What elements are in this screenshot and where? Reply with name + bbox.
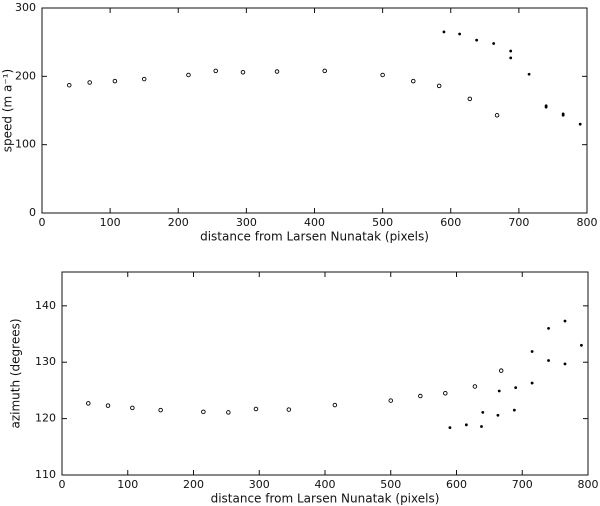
x-tick-label: 500 [380, 478, 401, 491]
y-tick-label: 300 [15, 1, 36, 14]
point [130, 405, 135, 411]
point [201, 409, 206, 415]
point [112, 78, 118, 84]
point [443, 390, 448, 396]
point [332, 402, 338, 408]
point [442, 30, 446, 34]
point [158, 407, 163, 413]
x-tick-label: 300 [236, 216, 257, 229]
point [547, 359, 550, 362]
point [509, 49, 513, 53]
point [467, 96, 473, 102]
plot-frame [61, 271, 589, 476]
point [509, 56, 513, 60]
point [544, 105, 548, 109]
point [418, 393, 423, 399]
point [563, 362, 567, 366]
point [436, 83, 442, 89]
x-tick-label: 700 [512, 478, 533, 491]
x-tick-label: 700 [508, 216, 529, 229]
point [472, 384, 478, 389]
point [512, 408, 516, 412]
y-axis-label: azimuth (degrees) [9, 318, 23, 428]
x-tick-label: 600 [446, 478, 467, 491]
point [530, 350, 534, 353]
point [496, 413, 500, 417]
point [388, 398, 394, 403]
point [547, 326, 550, 330]
y-tick-label: 130 [35, 355, 56, 368]
point [141, 76, 147, 82]
y-tick-label: 120 [35, 412, 56, 425]
y-axis-label: speed (m a⁻¹) [1, 69, 15, 152]
point [481, 411, 485, 414]
point [514, 386, 518, 389]
point [561, 113, 565, 117]
point [527, 72, 531, 76]
x-tick-label: 100 [100, 216, 121, 229]
x-tick-label: 300 [249, 478, 270, 491]
x-tick-label: 200 [168, 216, 189, 229]
point [322, 68, 327, 74]
point [492, 42, 496, 45]
x-tick-label: 0 [59, 478, 66, 491]
point [458, 32, 462, 36]
point [286, 407, 292, 412]
x-tick-label: 200 [183, 478, 204, 491]
x-tick-label: 800 [578, 478, 599, 491]
x-tick-label: 100 [117, 478, 138, 491]
point [253, 406, 259, 412]
point [578, 122, 582, 126]
point [380, 72, 385, 78]
x-tick-label: 400 [315, 478, 336, 491]
point [411, 78, 416, 84]
y-tick-label: 110 [35, 468, 56, 481]
point [563, 319, 567, 323]
point [497, 389, 501, 393]
point [66, 82, 72, 88]
x-tick-label: 800 [577, 216, 598, 229]
point [86, 401, 91, 406]
x-tick-label: 0 [39, 216, 46, 229]
point [240, 69, 246, 75]
point [87, 80, 92, 85]
y-tick-label: 0 [29, 206, 36, 219]
point [186, 72, 191, 78]
x-tick-label: 400 [304, 216, 325, 229]
point [274, 69, 280, 74]
point [480, 425, 483, 428]
point [105, 403, 111, 408]
point [498, 368, 504, 373]
point [464, 423, 468, 427]
point [213, 68, 218, 74]
point [226, 410, 231, 415]
y-tick-label: 100 [15, 138, 36, 151]
x-axis-label: distance from Larsen Nunatak (pixels) [200, 230, 429, 244]
plot-frame [41, 7, 588, 214]
x-tick-label: 600 [440, 216, 461, 229]
x-tick-label: 500 [372, 216, 393, 229]
point [448, 426, 452, 430]
point [580, 343, 583, 347]
point [530, 381, 534, 385]
point [475, 38, 479, 42]
point [494, 113, 500, 118]
x-axis-label: distance from Larsen Nunatak (pixels) [211, 492, 440, 506]
y-tick-label: 140 [35, 299, 56, 312]
y-tick-label: 200 [15, 69, 36, 82]
